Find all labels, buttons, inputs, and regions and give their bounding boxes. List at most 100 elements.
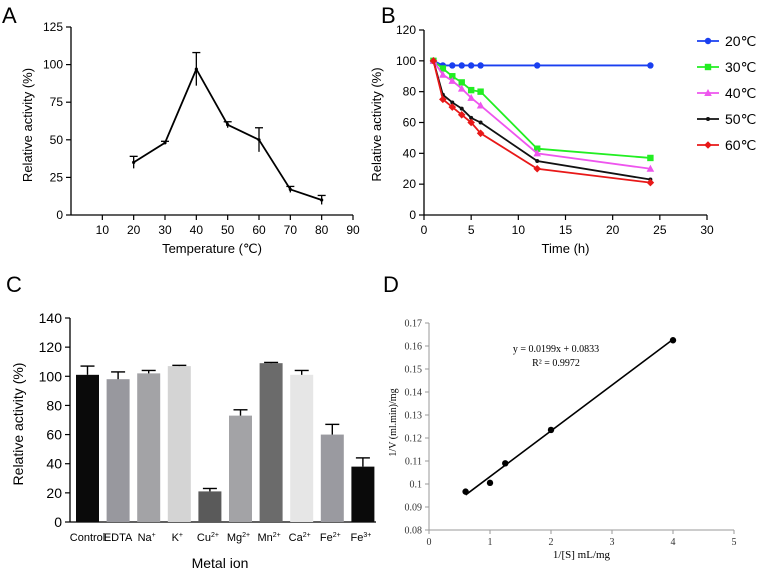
panel-a-y-tick-label: 100 (43, 58, 63, 72)
panel-c-bar (137, 373, 161, 522)
panel-c-x-tick-label: Fe3+ (350, 532, 371, 544)
panel-b-series-line-4 (432, 60, 651, 181)
panel-b-data-point (533, 164, 541, 173)
panel-b-x-axis-label: Time (h) (542, 241, 590, 256)
panel-a: A 0 25 50 75 100 125 10 20 30 40 50 60 70 80 90 Temper… (2, 3, 360, 256)
panel-a-x-tick-label: 50 (221, 223, 235, 237)
panel-a-y-tick-label: 25 (50, 170, 64, 184)
panel-c-bar (106, 379, 130, 522)
panel-d-data-point (547, 426, 555, 434)
legend-label: 50℃ (725, 111, 756, 127)
panel-c-y-tick-label: 140 (39, 310, 63, 326)
panel-b-data-point (458, 79, 465, 86)
panel-b-data-point (467, 86, 475, 94)
panel-b-x-tick-label: 30 (700, 223, 714, 237)
panel-a-series-line (133, 67, 322, 201)
panel-b-legend: 20℃ 30℃ 40℃ 50℃ 60℃ (697, 33, 756, 153)
panel-c-bar (259, 363, 283, 522)
panel-d-x-tick-label: 3 (610, 537, 615, 548)
panel-b-data-point (449, 62, 456, 69)
panel-b-data-point (459, 106, 464, 111)
panel-b-y-tick-label: 100 (396, 54, 416, 68)
panel-b-x-tick-label: 25 (653, 223, 667, 237)
panel-d-y-tick-label: 0.14 (405, 388, 423, 399)
panel-c-x-tick-label: Ca2+ (289, 532, 311, 544)
legend-label: 20℃ (725, 33, 756, 49)
panel-d-x-tick-label: 0 (427, 537, 432, 548)
panel-a-data-point (163, 141, 167, 145)
panel-a-y-tick-label: 75 (50, 95, 64, 109)
panel-b-data-point (647, 154, 654, 162)
panel-b-series-line-1 (433, 60, 651, 67)
panel-b-data-point (449, 73, 456, 80)
panel-a-y-tick-label: 0 (56, 208, 63, 222)
panel-c-marks (76, 361, 375, 522)
panel-b-data-point (467, 93, 475, 101)
panel-b-y-tick-label: 40 (403, 146, 417, 160)
panel-d-x-tick-label: 4 (671, 537, 676, 548)
panel-c-y-tick-label: 120 (39, 339, 63, 355)
panel-c-y-axis-label: Relative activity (%) (10, 363, 26, 486)
panel-a-x-tick-label: 70 (284, 223, 298, 237)
panel-c-x-tick-label: Fe2+ (320, 532, 341, 544)
panel-d-y-tick-label: 0.08 (405, 526, 423, 537)
panel-a-data-point (288, 187, 292, 192)
panel-b-data-point (448, 76, 457, 84)
panel-b-data-point (476, 129, 485, 138)
panel-b-data-point (450, 100, 455, 105)
panel-b-y-tick-label: 60 (403, 116, 417, 130)
panel-c-bar (76, 374, 99, 522)
panel-c-x-tick-label: Mg2+ (227, 532, 250, 544)
panel-d-data-point (486, 479, 494, 487)
panel-b-data-point (467, 118, 475, 127)
panel-d-x-tick-label: 1 (488, 537, 493, 548)
panel-c-y-tick-label: 80 (46, 397, 62, 413)
panel-b-x-tick-label: 5 (468, 223, 475, 237)
panel-b-x-tick-label: 0 (421, 223, 428, 237)
panel-b-y-tick-label: 120 (396, 23, 416, 37)
panel-b: B 0 20 40 60 80 100 120 0 5 10 15 20 25 30 20℃ 30℃ 40℃ 5… (369, 3, 756, 256)
legend-marker (704, 89, 712, 96)
panel-b-y-tick-label: 0 (409, 208, 416, 222)
panel-b-data-point (476, 101, 485, 109)
panel-b-series-line-2 (432, 60, 651, 159)
panel-b-series-line-3 (432, 60, 651, 170)
panel-d-y-tick-label: 0.15 (405, 365, 423, 376)
panel-c-y-tick-label: 20 (46, 485, 62, 501)
panel-c-x-axis-label: Metal ion (192, 555, 249, 571)
legend-label: 30℃ (725, 59, 756, 75)
panel-b-data-point (448, 103, 457, 111)
panel-b-data-point (458, 62, 465, 69)
panel-b-data-point (457, 110, 466, 119)
panel-d-y-tick-label: 0.12 (405, 434, 423, 445)
panel-d-y-tick-label: 0.1 (410, 480, 423, 491)
panel-a-data-point (257, 138, 261, 142)
panel-d-x-tick-label: 2 (549, 537, 554, 548)
panel-d-axes: 0.08 0.09 0.1 0.11 0.12 0.13 0.14 0.15 0.16 0.17 0… (405, 319, 737, 549)
panel-b-data-point (467, 62, 475, 69)
panel-b-axes: 0 20 40 60 80 100 120 0 5 10 15 20 25 30 (396, 23, 714, 237)
panel-a-data-point (320, 198, 324, 202)
legend-label: 40℃ (725, 85, 756, 101)
panel-c-bar (351, 466, 375, 522)
panel-c-y-tick-label: 40 (46, 456, 62, 472)
panel-b-marks (429, 56, 655, 187)
panel-b-data-point (534, 62, 541, 69)
panel-a-marks (129, 51, 326, 205)
panel-d-y-tick-label: 0.17 (405, 319, 423, 330)
panel-b-data-point (535, 159, 540, 164)
panel-label-c: C (6, 272, 22, 297)
panel-a-y-tick-label: 125 (43, 20, 63, 34)
panel-b-data-point (646, 178, 655, 187)
panel-d-data-point (669, 337, 677, 344)
panel-d-data-point (502, 460, 509, 467)
panel-d-y-tick-label: 0.11 (405, 457, 422, 468)
panel-b-data-point (429, 57, 438, 65)
panel-c-y-tick-label: 60 (46, 427, 62, 443)
panel-d-marks (462, 337, 677, 496)
legend-label: 60℃ (725, 137, 756, 153)
panel-a-axes: 0 25 50 75 100 125 10 20 30 40 50 60 70 80 90 (43, 20, 360, 237)
legend-marker (704, 141, 712, 149)
